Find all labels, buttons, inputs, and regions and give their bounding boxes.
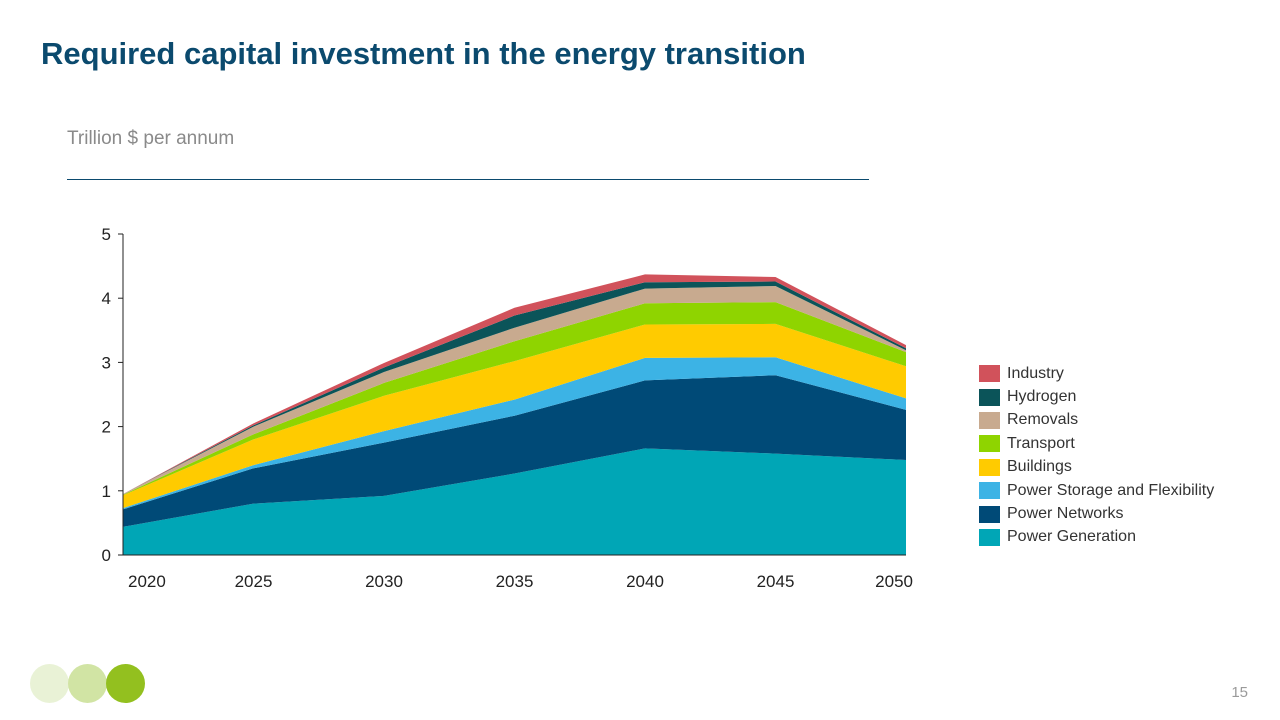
x-tick-label: 2045 xyxy=(757,572,795,591)
legend-item: Power Storage and Flexibility xyxy=(979,479,1214,502)
legend-label: Power Generation xyxy=(1007,528,1136,546)
x-tick-label: 2020 xyxy=(128,572,166,591)
x-tick-label: 2050 xyxy=(875,572,913,591)
legend-label: Transport xyxy=(1007,434,1075,452)
legend-item: Power Generation xyxy=(979,526,1214,549)
brand-dot xyxy=(106,664,145,703)
legend-swatch xyxy=(979,435,1000,453)
legend-label: Power Networks xyxy=(1007,505,1124,523)
legend-item: Power Networks xyxy=(979,502,1214,525)
title-divider xyxy=(67,179,869,180)
legend-label: Hydrogen xyxy=(1007,388,1077,406)
legend-swatch xyxy=(979,482,1000,500)
legend-label: Power Storage and Flexibility xyxy=(1007,481,1215,499)
y-tick-label: 0 xyxy=(102,546,111,565)
x-tick-label: 2030 xyxy=(365,572,403,591)
brand-dots xyxy=(30,664,145,703)
legend-swatch xyxy=(979,365,1000,383)
legend-label: Industry xyxy=(1007,364,1064,382)
brand-dot xyxy=(30,664,69,703)
area-buildings xyxy=(123,323,906,509)
legend-swatch xyxy=(979,411,1000,429)
legend-swatch xyxy=(979,458,1000,476)
area-hydrogen xyxy=(123,281,906,494)
x-tick-label: 2035 xyxy=(496,572,534,591)
area-power-generation xyxy=(123,448,906,555)
x-tick-label: 2025 xyxy=(235,572,273,591)
legend-swatch xyxy=(979,505,1000,523)
legend-item: Hydrogen xyxy=(979,385,1214,408)
legend-item: Industry xyxy=(979,362,1214,385)
y-tick-label: 4 xyxy=(102,289,111,308)
chart-units-label: Trillion $ per annum xyxy=(67,128,235,149)
legend-item: Buildings xyxy=(979,456,1214,479)
legend-swatch xyxy=(979,388,1000,406)
legend-item: Removals xyxy=(979,409,1214,432)
area-removals xyxy=(123,286,906,495)
area-power-networks xyxy=(123,375,906,527)
y-tick-label: 1 xyxy=(102,482,111,501)
legend-swatch xyxy=(979,528,1000,546)
page-number: 15 xyxy=(1231,684,1248,701)
chart-legend: Industry Hydrogen Removals Transport Buildin… xyxy=(979,362,1214,549)
legend-item: Transport xyxy=(979,432,1214,455)
y-tick-label: 5 xyxy=(102,225,111,244)
y-tick-label: 2 xyxy=(102,418,111,437)
legend-label: Buildings xyxy=(1007,458,1072,476)
legend-label: Removals xyxy=(1007,411,1079,429)
x-tick-label: 2040 xyxy=(626,572,664,591)
y-tick-label: 3 xyxy=(102,353,111,372)
brand-dot xyxy=(68,664,107,703)
slide-title: Required capital investment in the energ… xyxy=(41,36,806,71)
